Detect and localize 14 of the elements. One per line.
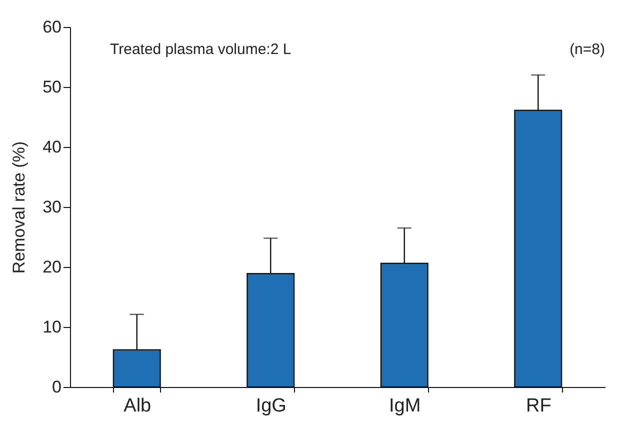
y-tick-label: 50 <box>42 78 62 96</box>
y-tick-label: 60 <box>42 18 62 36</box>
y-tick-label: 40 <box>42 138 62 156</box>
y-tick-label: 30 <box>42 198 62 216</box>
x-tick-label: IgM <box>389 396 421 416</box>
x-tick-label: RF <box>526 396 552 416</box>
annotation: (n=8) <box>570 41 605 58</box>
annotation: Treated plasma volume:2 L <box>110 41 292 58</box>
y-tick-label: 10 <box>42 318 62 336</box>
y-tick-label: 0 <box>52 378 62 396</box>
x-tick-label: Alb <box>124 396 152 416</box>
y-axis-title: Removal rate (%) <box>10 141 29 274</box>
x-tick-label: IgG <box>256 396 286 416</box>
y-tick-label: 20 <box>42 258 62 276</box>
